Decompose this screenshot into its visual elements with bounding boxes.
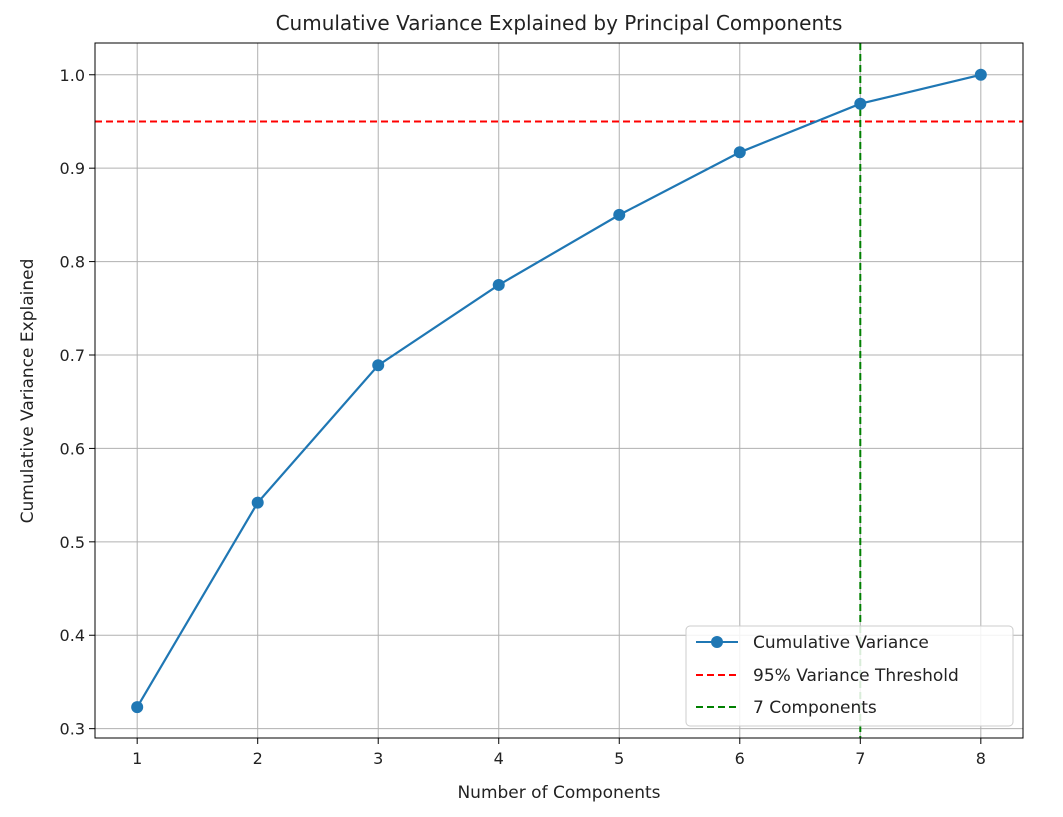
reference-lines xyxy=(95,43,1023,738)
plot-frame xyxy=(94,42,1024,739)
series-layer xyxy=(131,68,987,714)
y-tick-label: 0.7 xyxy=(60,346,85,365)
y-tick-label: 1.0 xyxy=(60,66,85,85)
legend-label-threshold: 95% Variance Threshold xyxy=(753,666,959,686)
legend-frame xyxy=(685,625,1014,727)
y-tick-label: 0.3 xyxy=(60,720,85,739)
x-tick-label: 7 xyxy=(855,749,865,768)
data-point xyxy=(854,97,867,110)
x-axis-ticks: 1 2 3 4 5 6 7 8 xyxy=(132,738,986,768)
x-tick-label: 4 xyxy=(494,749,504,768)
data-point xyxy=(131,701,144,714)
x-tick-label: 2 xyxy=(253,749,263,768)
data-point xyxy=(733,146,746,159)
legend-marker-cumulative-variance xyxy=(711,636,723,648)
x-tick-label: 8 xyxy=(976,749,986,768)
y-tick-label: 0.4 xyxy=(60,626,85,645)
data-point xyxy=(492,278,505,291)
y-tick-label: 0.6 xyxy=(60,439,85,458)
data-point xyxy=(613,208,626,221)
x-tick-label: 3 xyxy=(373,749,383,768)
legend-label-components: 7 Components xyxy=(753,698,877,718)
x-tick-label: 5 xyxy=(614,749,624,768)
series-line-cumulative-variance xyxy=(136,73,982,708)
y-tick-label: 0.8 xyxy=(60,253,85,272)
data-point xyxy=(251,496,264,509)
x-tick-label: 6 xyxy=(735,749,745,768)
y-tick-label: 0.9 xyxy=(60,159,85,178)
legend: Cumulative Variance 95% Variance Thresho… xyxy=(685,625,1014,727)
data-point xyxy=(372,359,385,372)
y-axis-ticks: 0.3 0.4 0.5 0.6 0.7 0.8 0.9 1.0 xyxy=(60,66,95,739)
x-axis-label: Number of Components xyxy=(457,783,660,803)
x-tick-label: 1 xyxy=(132,749,142,768)
chart-title: Cumulative Variance Explained by Princip… xyxy=(276,11,843,35)
y-axis-label: Cumulative Variance Explained xyxy=(18,259,38,524)
y-tick-label: 0.5 xyxy=(60,533,85,552)
data-point xyxy=(974,68,987,81)
legend-label-cumulative-variance: Cumulative Variance xyxy=(753,633,929,653)
